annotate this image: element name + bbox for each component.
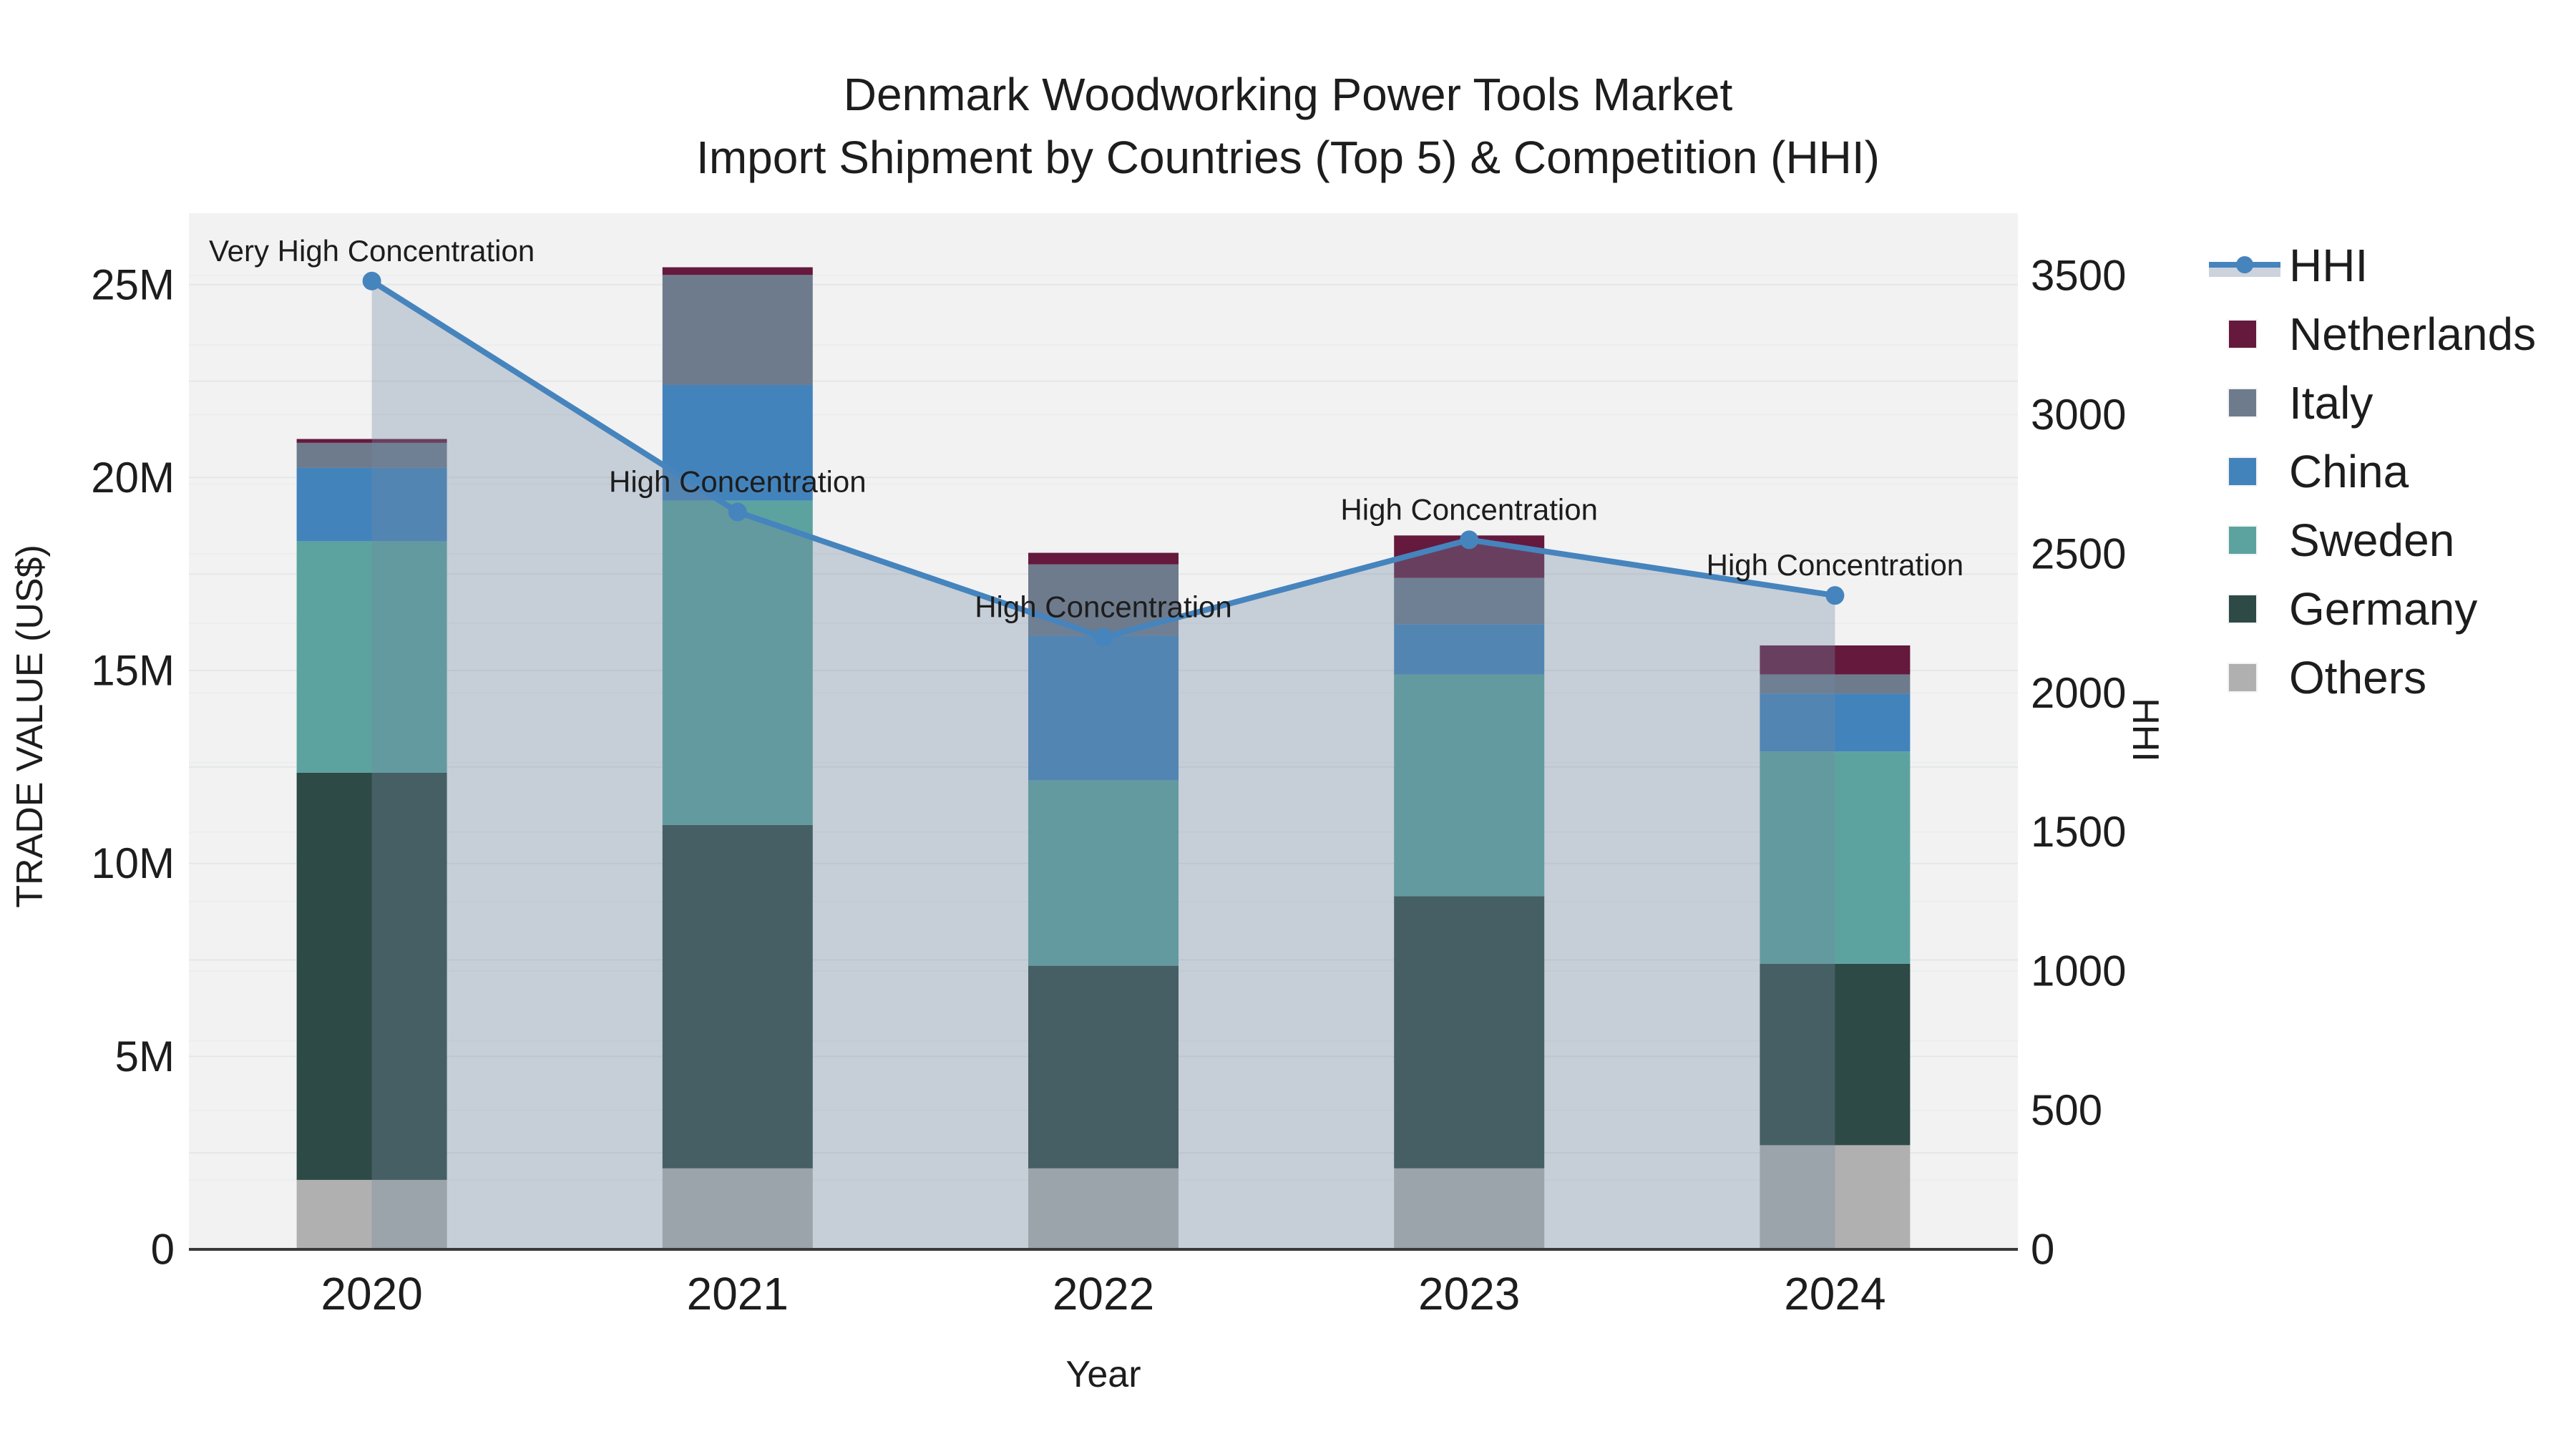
legend-label-others: Others [2289,652,2427,703]
y-right-tick-2000: 2000 [2031,669,2126,717]
y-left-tick-15M: 15M [91,647,175,695]
bar-segment-2024-italy [1760,674,1911,694]
legend-color-swatch-netherlands [2228,319,2258,349]
x-tick-2023: 2023 [1418,1268,1520,1319]
bar-segment-2021-germany [662,824,813,1169]
bar-segment-2022-germany [1028,965,1179,1169]
bar-segment-2023-others [1394,1168,1545,1249]
bar-segment-2024-sweden [1760,751,1911,964]
y-left-tick-10M: 10M [91,839,175,887]
bar-segment-2024-china [1760,693,1911,752]
chart-title-line1: Denmark Woodworking Power Tools Market [843,69,1733,120]
y-left-tick-5M: 5M [115,1033,175,1080]
legend-swatch-cell [2209,525,2289,555]
legend-color-swatch-others [2228,663,2258,693]
hhi-marker-2024 [1825,586,1845,605]
legend-label-china: China [2289,446,2409,497]
bar-segment-2023-germany [1394,896,1545,1169]
legend-item-hhi: HHI [2209,231,2536,300]
y-left-tick-0: 0 [151,1226,175,1274]
legend-color-swatch-italy [2228,388,2258,418]
annotation-2024: High Concentration [1707,548,1964,582]
bar-segment-2020-germany [296,772,447,1180]
y-right-tick-3500: 3500 [2031,252,2126,300]
hhi-marker-swatch [2236,256,2253,273]
legend-swatch-cell [2209,388,2289,418]
y-right-tick-500: 500 [2031,1086,2102,1134]
x-tick-2020: 2020 [321,1268,422,1319]
x-axis-title: Year [1065,1354,1141,1395]
bar-segment-2024-germany [1760,963,1911,1146]
y-left-tick-20M: 20M [91,454,175,502]
legend-label-netherlands: Netherlands [2289,308,2537,360]
bar-segment-2023-italy [1394,577,1545,625]
bar-segment-2022-others [1028,1168,1179,1249]
annotation-2021: High Concentration [609,465,867,499]
bar-segment-2024-others [1760,1145,1911,1249]
legend-item-netherlands: Netherlands [2209,300,2536,369]
annotation-2020: Very High Concentration [209,234,535,268]
bar-segment-2023-china [1394,624,1545,675]
legend-swatch-cell [2209,594,2289,624]
y-right-axis-title: HHI [2124,698,2166,762]
legend-color-swatch-germany [2228,594,2258,624]
legend-item-china: China [2209,437,2536,506]
annotation-2023: High Concentration [1340,492,1598,526]
chart-title-line2: Import Shipment by Countries (Top 5) & C… [696,132,1880,183]
y-right-tick-1000: 1000 [2031,947,2126,995]
bar-segment-2023-sweden [1394,674,1545,897]
legend-label-sweden: Sweden [2289,514,2455,566]
legend-item-sweden: Sweden [2209,506,2536,575]
hhi-marker-2020 [362,271,381,291]
legend-label-germany: Germany [2289,583,2478,635]
y-left-tick-25M: 25M [91,260,175,308]
legend-color-swatch-sweden [2228,525,2258,555]
annotation-2022: High Concentration [975,590,1232,624]
bar-segment-2020-netherlands [296,439,447,443]
legend-swatch-cell [2209,457,2289,487]
hhi-legend-swatch-icon [2209,250,2280,280]
legend-label-hhi: HHI [2289,240,2368,291]
hhi-marker-2021 [728,502,747,522]
legend-item-others: Others [2209,643,2536,712]
legend-swatch-cell [2209,319,2289,349]
x-tick-2022: 2022 [1053,1268,1154,1319]
bar-segment-2021-sweden [662,500,813,825]
y-right-tick-3000: 3000 [2031,391,2126,439]
chart-title: Denmark Woodworking Power Tools Market I… [0,63,2576,189]
bar-segment-2024-netherlands [1760,645,1911,675]
hhi-area-fill [371,280,1835,1250]
x-tick-2021: 2021 [687,1268,789,1319]
legend-color-swatch-china [2228,457,2258,487]
y-right-tick-2500: 2500 [2031,530,2126,577]
hhi-marker-2023 [1460,530,1479,550]
bar-segment-2022-china [1028,635,1179,781]
x-tick-2024: 2024 [1784,1268,1885,1319]
legend-label-italy: Italy [2289,377,2373,429]
bar-segment-2021-italy [662,275,813,385]
bar-segment-2021-netherlands [662,267,813,275]
bar-segment-2020-others [296,1179,447,1249]
y-right-tick-0: 0 [2031,1226,2054,1274]
bar-segment-2020-italy [296,442,447,468]
bar-segment-2022-netherlands [1028,552,1179,565]
legend-item-germany: Germany [2209,575,2536,643]
bar-segment-2021-others [662,1168,813,1249]
bar-segment-2022-sweden [1028,780,1179,966]
y-right-tick-1500: 1500 [2031,808,2126,856]
y-left-axis-title: TRADE VALUE (US$) [9,545,51,908]
legend-swatch-cell [2209,250,2289,280]
bar-segment-2020-china [296,467,447,542]
bar-segment-2020-sweden [296,541,447,773]
legend-swatch-cell [2209,663,2289,693]
legend: HHI Netherlands Italy China Sweden Germany Oth… [2209,231,2536,712]
legend-item-italy: Italy [2209,369,2536,437]
hhi-marker-2022 [1094,628,1113,647]
